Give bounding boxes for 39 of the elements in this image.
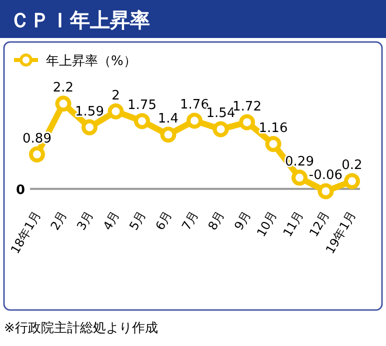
point xyxy=(55,96,72,112)
x-tick-label: 2月 xyxy=(48,208,70,233)
text: 0 xyxy=(16,182,25,198)
data-label: -0.06 xyxy=(308,168,343,184)
point xyxy=(134,113,150,130)
x-tick-label: 8月 xyxy=(205,208,228,233)
x-tick-label: 18年1月 xyxy=(8,208,44,256)
data-label: 1.4 xyxy=(158,112,179,127)
legend-label: 年上昇率（%） xyxy=(46,53,136,69)
x-tick-label: 6月 xyxy=(152,208,175,233)
point xyxy=(292,170,308,186)
point xyxy=(108,103,124,120)
data-label: 1.59 xyxy=(75,104,104,120)
x-tick-label: 11月 xyxy=(280,208,306,240)
point xyxy=(344,173,360,190)
point xyxy=(29,146,45,162)
text: ※行政院主計総処より作成 xyxy=(4,320,158,336)
data-label: 1.76 xyxy=(180,98,209,113)
data-label: 2.2 xyxy=(52,80,74,96)
x-tick-label: 10月 xyxy=(254,208,280,240)
chart-title: ＣＰＩ年上昇率 xyxy=(10,8,150,32)
x-tick-label: 4月 xyxy=(100,208,122,233)
point xyxy=(160,126,176,143)
data-label: 1.16 xyxy=(258,120,288,136)
point xyxy=(212,121,229,138)
data-label: 1.75 xyxy=(128,98,156,114)
point xyxy=(318,183,334,200)
point xyxy=(265,136,282,152)
x-tick-label: 7月 xyxy=(179,208,202,233)
data-label: 1.54 xyxy=(206,106,236,122)
point xyxy=(186,112,202,129)
x-tick-label: 3月 xyxy=(74,208,96,233)
point xyxy=(239,114,255,130)
x-tick-label: 5月 xyxy=(126,208,149,233)
x-tick-label: 12月 xyxy=(306,208,332,240)
x-tick-label: 9月 xyxy=(232,208,254,233)
data-label: 0.2 xyxy=(342,158,362,174)
data-label: 2 xyxy=(112,88,120,104)
point xyxy=(82,119,98,136)
